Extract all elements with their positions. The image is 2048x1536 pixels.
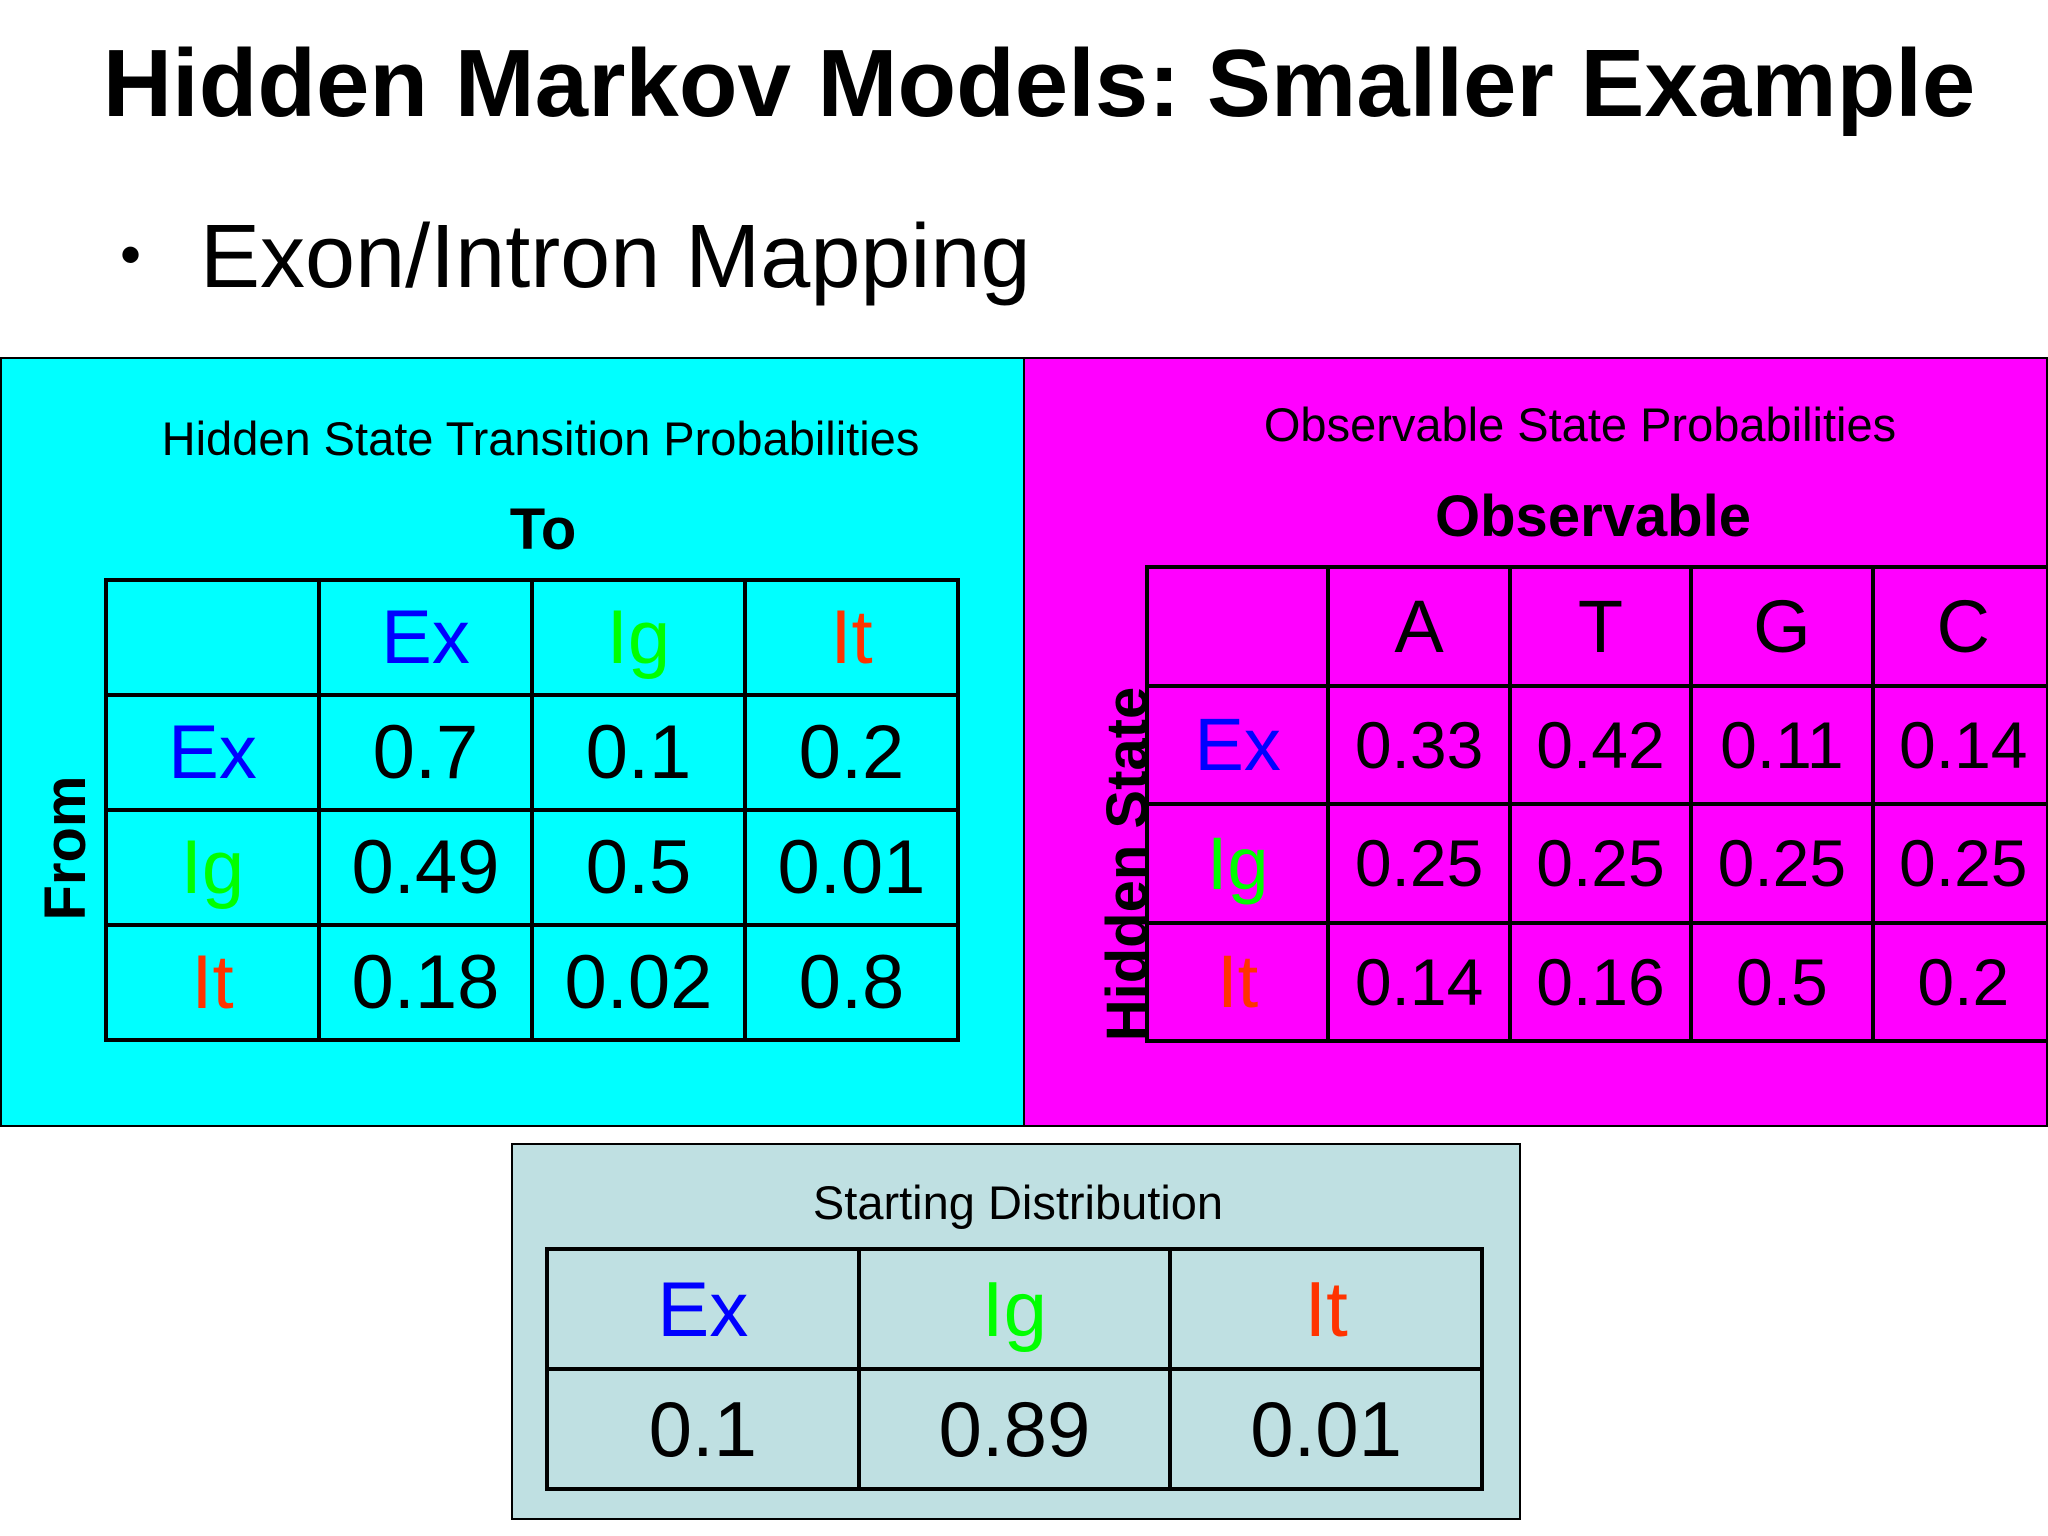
transition-col-ig: Ig: [530, 578, 747, 697]
observable-cell: 0.25: [1507, 802, 1694, 925]
observable-cell: 0.25: [1870, 802, 2048, 925]
transition-cell: 0.1: [530, 693, 747, 812]
starting-col-ex: Ex: [545, 1247, 861, 1371]
transition-row-ig: Ig 0.49 0.5 0.01: [104, 808, 960, 927]
observable-col-g: G: [1689, 565, 1875, 688]
observable-row-ex: Ex 0.33 0.42 0.11 0.14: [1144, 683, 2048, 806]
observable-cell: 0.33: [1326, 683, 1512, 806]
observable-cell: 0.14: [1326, 920, 1512, 1043]
transition-row-it: It 0.18 0.02 0.8: [104, 923, 960, 1042]
observable-row-ig: Ig 0.25 0.25 0.25 0.25: [1144, 802, 2048, 925]
observable-cell: 0.5: [1689, 920, 1875, 1043]
starting-value-cell: 0.01: [1168, 1367, 1484, 1491]
slide-title: Hidden Markov Models: Smaller Example: [102, 30, 1976, 137]
transition-cell: 0.18: [317, 923, 534, 1042]
starting-col-ig: Ig: [856, 1247, 1173, 1371]
transition-cell: 0.01: [743, 808, 960, 927]
from-axis-label: From: [33, 775, 98, 921]
transition-cell: 0.49: [317, 808, 534, 927]
transition-cell: 0.02: [530, 923, 747, 1042]
transition-row-label: Ex: [104, 693, 321, 812]
observable-row-label: Ex: [1144, 683, 1331, 806]
observable-cell: 0.16: [1507, 920, 1694, 1043]
observable-table: A T G C Ex 0.33 0.42 0.11 0.14 Ig 0.25 0…: [1144, 565, 2048, 1043]
transition-panel: Hidden State Transition Probabilities To…: [0, 357, 1025, 1127]
transition-cell: 0.8: [743, 923, 960, 1042]
transition-table: Ex Ig It Ex 0.7 0.1 0.2 Ig 0.49 0.5 0.01…: [104, 578, 960, 1042]
bullet-icon: •: [120, 221, 142, 288]
starting-distribution-table: Ex Ig It 0.1 0.89 0.01: [545, 1247, 1484, 1491]
transition-row-label: Ig: [104, 808, 321, 927]
transition-header-row: Ex Ig It: [104, 578, 960, 697]
transition-heading: Hidden State Transition Probabilities: [161, 412, 920, 465]
observable-cell: 0.25: [1326, 802, 1512, 925]
observable-axis-label: Observable: [1435, 484, 1751, 549]
observable-row-it: It 0.14 0.16 0.5 0.2: [1144, 920, 2048, 1043]
transition-cell: 0.2: [743, 693, 960, 812]
transition-col-ex: Ex: [317, 578, 534, 697]
observable-col-t: T: [1507, 565, 1694, 688]
observable-cell: 0.25: [1689, 802, 1875, 925]
observable-panel: Observable State Probabilities Observabl…: [1023, 357, 2048, 1127]
transition-corner-cell: [104, 578, 321, 697]
observable-row-label: Ig: [1144, 802, 1331, 925]
bullet-text: Exon/Intron Mapping: [200, 207, 1031, 307]
starting-distribution-panel: Starting Distribution Ex Ig It 0.1 0.89 …: [511, 1143, 1521, 1520]
observable-header-row: A T G C: [1144, 565, 2048, 688]
starting-distribution-heading: Starting Distribution: [812, 1176, 1224, 1229]
to-axis-label: To: [509, 497, 577, 562]
starting-header-row: Ex Ig It: [545, 1247, 1484, 1371]
observable-cell: 0.11: [1689, 683, 1875, 806]
observable-col-a: A: [1326, 565, 1512, 688]
observable-heading: Observable State Probabilities: [1263, 398, 1897, 451]
bullet-item: • Exon/Intron Mapping: [120, 205, 1031, 307]
observable-row-label: It: [1144, 920, 1331, 1043]
transition-col-it: It: [743, 578, 960, 697]
starting-value-row: 0.1 0.89 0.01: [545, 1367, 1484, 1491]
observable-cell: 0.42: [1507, 683, 1694, 806]
starting-value-cell: 0.89: [856, 1367, 1173, 1491]
starting-value-cell: 0.1: [545, 1367, 861, 1491]
starting-col-it: It: [1168, 1247, 1484, 1371]
transition-cell: 0.5: [530, 808, 747, 927]
observable-col-c: C: [1870, 565, 2048, 688]
transition-row-label: It: [104, 923, 321, 1042]
transition-cell: 0.7: [317, 693, 534, 812]
observable-cell: 0.14: [1870, 683, 2048, 806]
observable-cell: 0.2: [1870, 920, 2048, 1043]
transition-row-ex: Ex 0.7 0.1 0.2: [104, 693, 960, 812]
observable-corner-cell: [1144, 565, 1331, 688]
